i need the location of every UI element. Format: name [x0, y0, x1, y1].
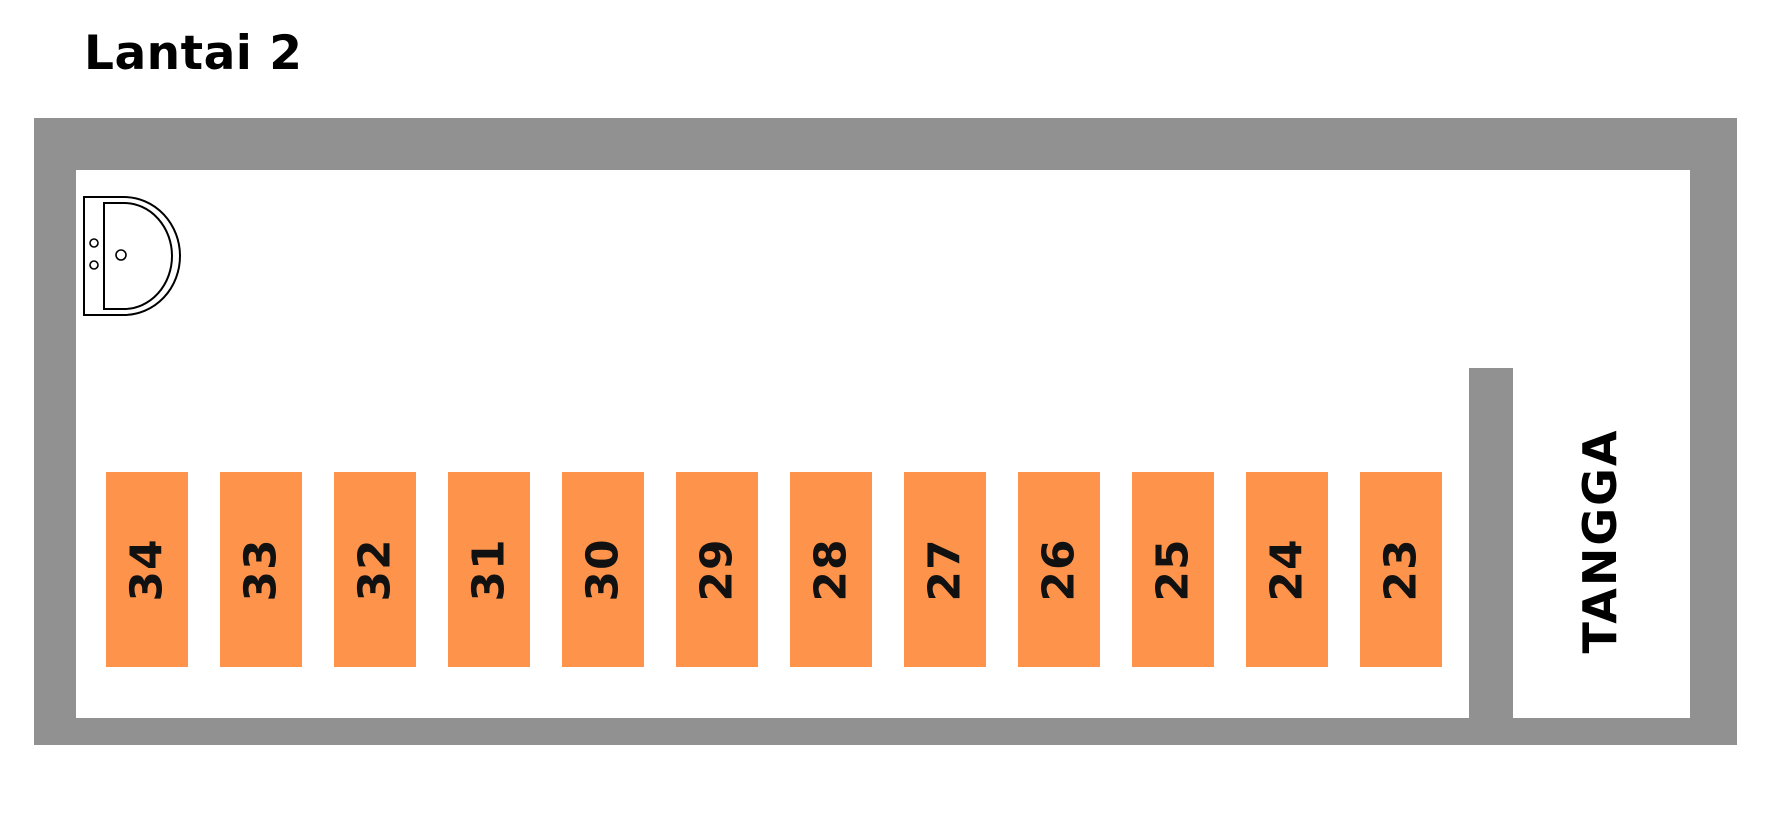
desk-27[interactable]: 27	[904, 472, 986, 667]
desk-24[interactable]: 24	[1246, 472, 1328, 667]
desk-number: 27	[919, 537, 971, 602]
desk-number: 30	[577, 537, 629, 602]
desk-number: 25	[1147, 537, 1199, 602]
desk-34[interactable]: 34	[106, 472, 188, 667]
desk-row: 34 33 32 31 30 29 28 27 26 25 24 23	[106, 472, 1442, 667]
desk-number: 28	[805, 537, 857, 602]
desk-25[interactable]: 25	[1132, 472, 1214, 667]
desk-number: 32	[349, 537, 401, 602]
desk-30[interactable]: 30	[562, 472, 644, 667]
desk-26[interactable]: 26	[1018, 472, 1100, 667]
desk-number: 26	[1033, 537, 1085, 602]
desk-23[interactable]: 23	[1360, 472, 1442, 667]
desk-number: 29	[691, 537, 743, 602]
desk-number: 34	[121, 537, 173, 602]
desk-number: 23	[1375, 537, 1427, 602]
desk-28[interactable]: 28	[790, 472, 872, 667]
sink-icon	[83, 196, 181, 316]
stairs-label: TANGGA	[1573, 428, 1627, 654]
desk-33[interactable]: 33	[220, 472, 302, 667]
stairs-partition-wall	[1469, 368, 1513, 718]
desk-32[interactable]: 32	[334, 472, 416, 667]
desk-number: 33	[235, 537, 287, 602]
desk-number: 31	[463, 537, 515, 602]
desk-31[interactable]: 31	[448, 472, 530, 667]
desk-29[interactable]: 29	[676, 472, 758, 667]
desk-number: 24	[1261, 537, 1313, 602]
floor-title: Lantai 2	[84, 26, 303, 81]
